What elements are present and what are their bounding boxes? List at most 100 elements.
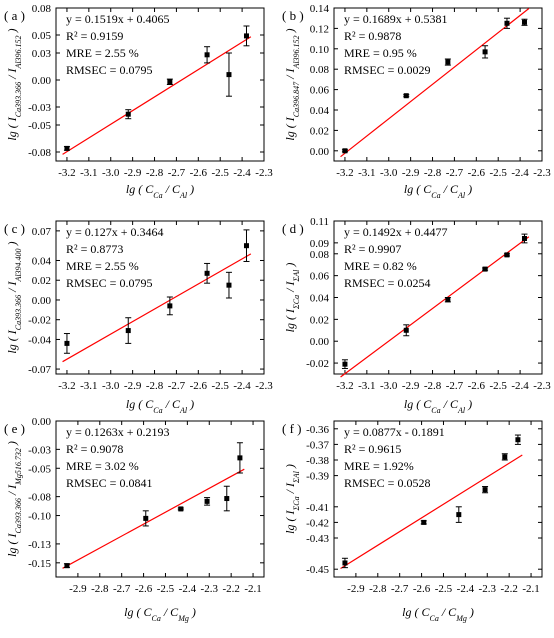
x-tick-label: -2.6 (468, 167, 486, 179)
data-point (342, 361, 348, 367)
y-tick-label: -0.05 (28, 120, 51, 132)
x-tick-label: -2.8 (146, 167, 164, 179)
x-tick-label: -2.4 (233, 167, 251, 179)
data-point (167, 303, 173, 309)
x-tick-label: -2.9 (402, 380, 420, 392)
y-tick-label: 0.00 (32, 75, 52, 87)
y-tick-label: -0.03 (28, 102, 51, 114)
panel-label: ( f ) (282, 421, 302, 436)
x-tick-label: -2.7 (168, 380, 186, 392)
fit-line (62, 468, 245, 569)
y-tick-label: 0.12 (310, 23, 329, 35)
data-point (64, 563, 70, 569)
x-tick-label: -3.0 (102, 167, 120, 179)
data-point (178, 506, 184, 512)
data-point (445, 59, 451, 65)
x-tick-label: -2.9 (347, 583, 365, 595)
annotation-line: y = 0.1519x + 0.4065 (66, 12, 170, 26)
annotation-line: R² = 0.9615 (344, 442, 401, 456)
x-tick-label: -2.3 (479, 583, 497, 595)
data-point (482, 49, 488, 55)
y-tick-label: -0.03 (28, 444, 51, 456)
annotation-line: y = 0.127x + 0.3464 (66, 225, 164, 239)
annotation-line: RMSEC = 0.0841 (66, 476, 152, 490)
y-tick-label: 0.11 (310, 216, 329, 228)
x-tick-label: -2.4 (511, 380, 529, 392)
x-tick-label: -3.1 (358, 167, 375, 179)
x-tick-label: -2.7 (168, 167, 186, 179)
y-tick-label: -0.13 (28, 539, 51, 551)
y-tick-label: 0.10 (310, 44, 330, 56)
x-tick-label: -2.1 (244, 583, 261, 595)
data-point (204, 498, 210, 504)
y-tick-label: 0.00 (32, 416, 52, 428)
y-tick-label: 0.03 (32, 48, 52, 60)
panel-label: ( d ) (282, 221, 304, 236)
plot-frame (333, 420, 543, 578)
data-point (64, 340, 70, 346)
data-point (342, 560, 348, 566)
x-tick-label: -2.3 (533, 380, 551, 392)
x-tick-label: -2.8 (91, 583, 109, 595)
annotation-line: R² = 0.9878 (344, 29, 401, 43)
y-tick-label: -0.45 (306, 564, 329, 576)
y-tick-label: -0.07 (28, 364, 51, 376)
y-tick-label: -0.38 (306, 455, 329, 467)
data-point (456, 512, 462, 518)
x-axis-title: lg ( CCa / CAl ) (404, 397, 472, 415)
x-axis-title: lg ( CCa / CMg ) (402, 605, 474, 623)
x-tick-label: -2.5 (489, 167, 507, 179)
x-tick-label: -2.4 (179, 583, 197, 595)
y-axis-title: lg ( ICa393.366 / IAl396.152 ) (5, 28, 23, 140)
annotation-line: MRE = 2.55 % (66, 46, 139, 60)
x-tick-label: -2.2 (222, 583, 239, 595)
x-tick-label: -2.7 (113, 583, 131, 595)
chart-panel-e: -2.9 -2.8 -2.7 -2.6 -2.5 -2.4 -2.3 -2.2 -2.1 0.00… (4, 416, 265, 623)
x-tick-label: -3.1 (80, 167, 97, 179)
x-tick-label: -3.0 (380, 167, 398, 179)
y-tick-label: 0.04 (310, 293, 330, 305)
y-tick-label: 0.06 (310, 271, 330, 283)
y-tick-label: -0.08 (28, 492, 51, 504)
data-point (504, 252, 510, 258)
panel-label: ( e ) (4, 421, 25, 436)
y-tick-label: -0.05 (28, 463, 51, 475)
x-tick-label: -2.5 (211, 380, 229, 392)
annotation-line: RMSEC = 0.0795 (66, 276, 152, 290)
plot-frame (333, 7, 543, 162)
x-tick-label: -3.0 (102, 380, 120, 392)
x-tick-label: -2.4 (457, 583, 475, 595)
y-tick-label: 0.08 (310, 64, 330, 76)
x-tick-label: -2.3 (533, 167, 551, 179)
data-point (421, 519, 427, 525)
fit-line (340, 236, 530, 378)
y-tick-label: -0.43 (306, 533, 329, 545)
x-tick-label: -2.5 (211, 167, 229, 179)
y-tick-label: -0.39 (306, 471, 329, 483)
x-tick-label: -2.8 (424, 167, 442, 179)
data-point (504, 20, 510, 26)
x-axis-title: lg ( CCa / CAl ) (126, 397, 194, 415)
plot-frame (55, 420, 265, 578)
y-tick-label: -0.02 (28, 315, 51, 327)
plot-frame (55, 7, 265, 162)
x-tick-label: -2.8 (424, 380, 442, 392)
y-tick-label: -0.37 (306, 439, 329, 451)
data-point (167, 79, 173, 85)
data-point (243, 33, 249, 39)
x-tick-label: -2.6 (135, 583, 153, 595)
data-point (204, 52, 210, 58)
x-tick-label: -2.5 (157, 583, 175, 595)
x-tick-label: -3.2 (336, 167, 353, 179)
y-tick-label: 0.04 (32, 255, 52, 267)
x-tick-label: -2.4 (511, 167, 529, 179)
chart-panel-c: -3.2 -3.1 -3.0 -2.9 -2.8 -2.7 -2.6 -2.5 -2.4 -2.3… (4, 220, 273, 415)
x-tick-label: -2.6 (468, 380, 486, 392)
y-tick-label: 0.14 (310, 3, 330, 15)
data-point (521, 235, 527, 241)
panel-label: ( b ) (282, 8, 304, 23)
chart-panel-a: -3.2 -3.1 -3.0 -2.9 -2.8 -2.7 -2.6 -2.5 -2.4 -2.3… (4, 3, 273, 200)
y-axis-title: lg ( ICa393.366 / IMg516.732 ) (5, 441, 23, 557)
x-tick-label: -3.1 (358, 380, 375, 392)
